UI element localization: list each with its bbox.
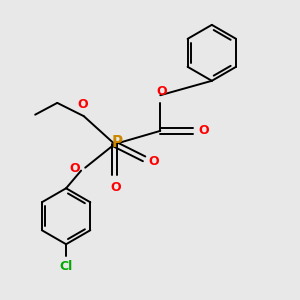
Text: O: O [198,124,208,137]
Text: Cl: Cl [59,260,73,273]
Text: O: O [77,98,88,111]
Text: O: O [157,85,167,98]
Text: O: O [111,181,122,194]
Text: O: O [148,155,159,168]
Text: O: O [69,162,80,175]
Text: P: P [112,135,123,150]
